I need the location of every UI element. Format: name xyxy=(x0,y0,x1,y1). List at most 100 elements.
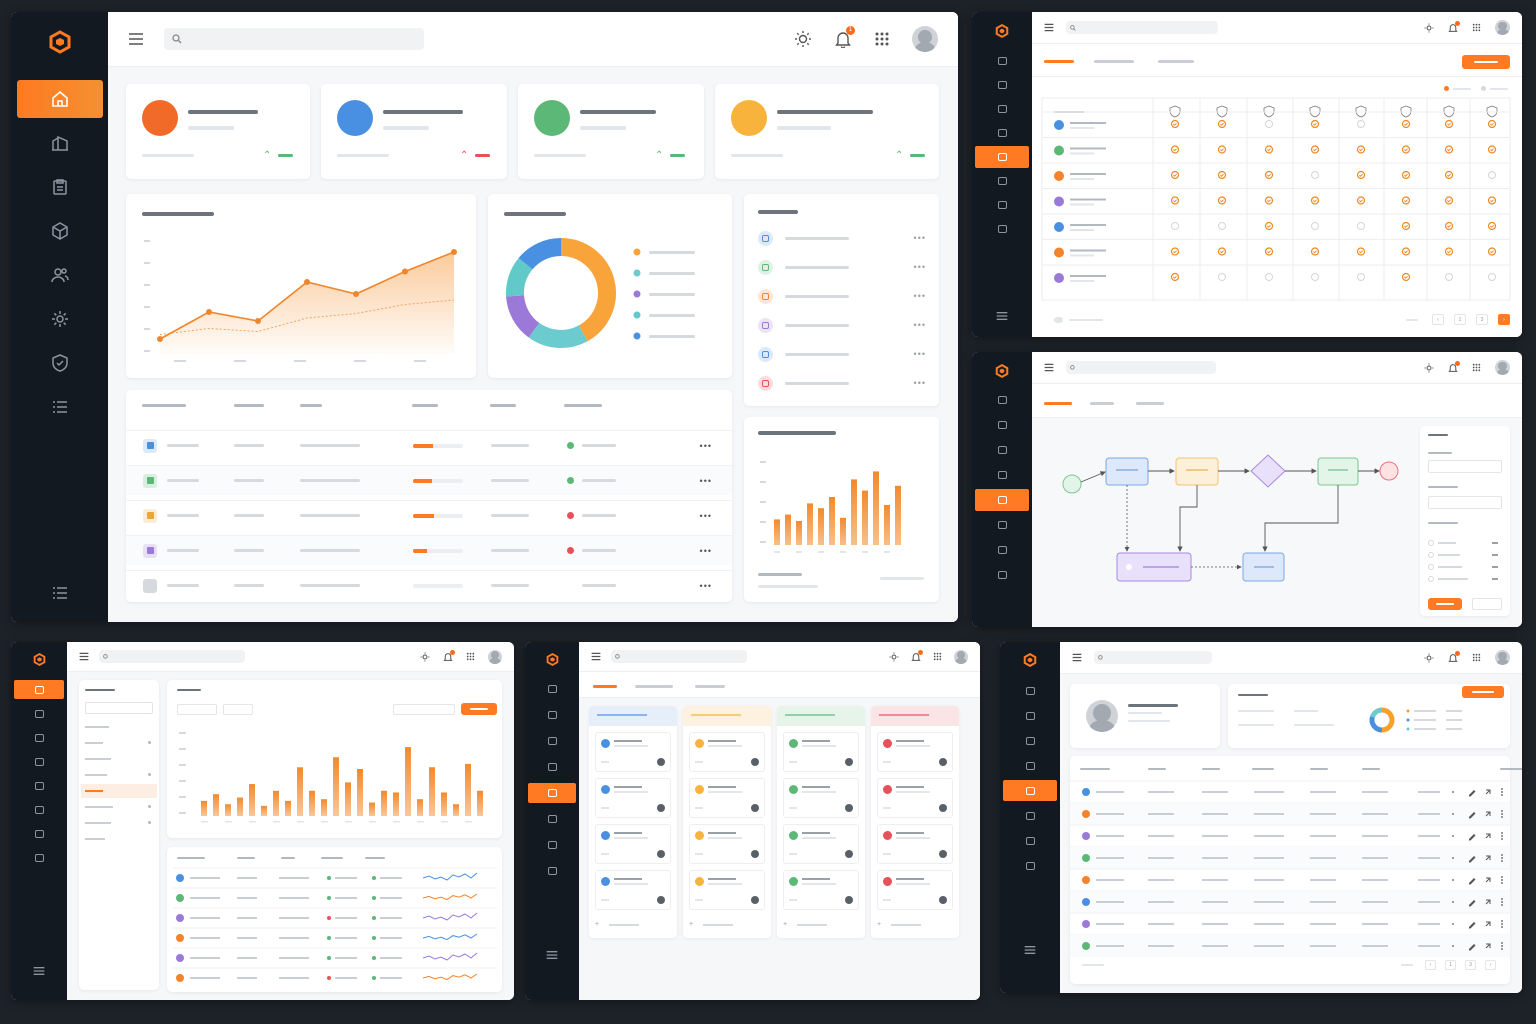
sidebar-item-tasks[interactable] xyxy=(17,168,103,206)
bell-icon[interactable] xyxy=(911,649,923,662)
next-page-button[interactable]: › xyxy=(1498,314,1510,325)
search-input[interactable] xyxy=(99,650,245,663)
table-row[interactable]: ••• xyxy=(126,465,732,495)
sidebar-item-home[interactable] xyxy=(16,80,103,118)
option-radio[interactable] xyxy=(1428,564,1434,570)
sidebar-item-shield[interactable] xyxy=(14,824,64,843)
filter-dropdown-2[interactable] xyxy=(223,704,253,715)
more-options-icon[interactable]: ••• xyxy=(913,378,926,388)
sun-icon[interactable] xyxy=(420,652,430,662)
add-task-button[interactable]: + xyxy=(595,918,671,932)
more-options-icon[interactable]: ••• xyxy=(699,545,712,556)
option-radio[interactable] xyxy=(1428,540,1434,546)
search-input[interactable] xyxy=(1094,651,1212,664)
sidebar-item-products[interactable] xyxy=(17,212,103,250)
tab-1[interactable] xyxy=(1044,60,1074,63)
sidebar-item-building[interactable] xyxy=(528,705,576,725)
cancel-button[interactable] xyxy=(1472,598,1502,610)
task-card[interactable] xyxy=(689,732,765,772)
property-input[interactable] xyxy=(1428,460,1502,473)
search-input[interactable] xyxy=(164,28,424,50)
bell-icon[interactable] xyxy=(1448,20,1460,33)
task-card[interactable] xyxy=(689,778,765,818)
sidebar-item-cube[interactable] xyxy=(14,752,64,771)
user-avatar[interactable] xyxy=(912,26,938,52)
more-options-icon[interactable]: ••• xyxy=(913,291,926,301)
filter-item[interactable] xyxy=(81,800,157,814)
filter-item[interactable] xyxy=(81,784,157,798)
bell-icon[interactable]: 1 xyxy=(834,26,855,48)
sidebar-item-users[interactable] xyxy=(528,783,576,803)
sidebar-item-clipboard[interactable] xyxy=(14,728,64,747)
add-user-button[interactable] xyxy=(1462,686,1504,698)
task-card[interactable] xyxy=(783,824,859,864)
sidebar-item-building[interactable] xyxy=(975,74,1029,96)
filter-item[interactable] xyxy=(81,832,157,846)
sidebar-item-settings[interactable] xyxy=(528,809,576,829)
more-options-icon[interactable]: ••• xyxy=(913,262,926,272)
tab-3[interactable] xyxy=(695,685,725,688)
bell-icon[interactable] xyxy=(1448,360,1460,373)
hamburger-menu-icon[interactable] xyxy=(1044,23,1054,32)
sidebar-item-home[interactable] xyxy=(1003,680,1057,701)
task-card[interactable] xyxy=(877,778,953,818)
list-item[interactable]: ••• xyxy=(758,230,926,246)
grid-apps-icon[interactable] xyxy=(933,652,942,661)
sidebar-item-cube[interactable] xyxy=(975,122,1029,144)
tab-3[interactable] xyxy=(1158,60,1194,63)
grid-apps-icon[interactable] xyxy=(1472,23,1481,32)
sidebar-item-clipboard[interactable] xyxy=(975,98,1029,120)
sidebar-item-shield[interactable] xyxy=(1003,830,1057,851)
sidebar-item-list[interactable] xyxy=(975,218,1029,240)
collapse-menu-icon[interactable] xyxy=(1000,945,1060,955)
more-options-icon[interactable]: ••• xyxy=(699,580,712,591)
add-task-button[interactable]: + xyxy=(783,918,859,932)
option-radio[interactable] xyxy=(1428,576,1434,582)
primary-action-button[interactable] xyxy=(1462,55,1510,69)
filter-item[interactable] xyxy=(81,720,157,734)
sidebar-item-users[interactable] xyxy=(975,146,1029,168)
sidebar-item-list[interactable] xyxy=(1003,855,1057,876)
grid-apps-icon[interactable] xyxy=(874,31,890,47)
user-avatar[interactable] xyxy=(954,649,968,664)
sidebar-item-clipboard[interactable] xyxy=(975,439,1029,461)
filter-item[interactable] xyxy=(81,768,157,782)
bell-icon[interactable] xyxy=(1448,650,1460,663)
user-avatar[interactable] xyxy=(1495,650,1510,665)
sun-icon[interactable] xyxy=(889,652,899,662)
hamburger-menu-icon[interactable] xyxy=(1072,653,1082,662)
task-card[interactable] xyxy=(783,732,859,772)
hamburger-menu-icon[interactable] xyxy=(1044,363,1054,372)
list-item[interactable]: ••• xyxy=(758,346,926,362)
filter-select[interactable] xyxy=(85,702,153,714)
sidebar-item-settings[interactable] xyxy=(14,800,64,819)
property-input[interactable] xyxy=(1428,496,1502,509)
list-item[interactable]: ••• xyxy=(758,288,926,304)
task-card[interactable] xyxy=(595,732,671,772)
task-card[interactable] xyxy=(595,870,671,910)
task-card[interactable] xyxy=(877,824,953,864)
sidebar-item-home[interactable] xyxy=(975,389,1029,411)
sidebar-item-clipboard[interactable] xyxy=(528,731,576,751)
sidebar-item-home[interactable] xyxy=(14,680,64,699)
task-card[interactable] xyxy=(595,778,671,818)
sidebar-item-users[interactable] xyxy=(14,776,64,795)
sidebar-item-shield[interactable] xyxy=(528,835,576,855)
hamburger-menu-icon[interactable] xyxy=(591,652,601,661)
filter-dropdown-1[interactable] xyxy=(177,704,217,715)
sidebar-item-shield[interactable] xyxy=(975,539,1029,561)
date-dropdown[interactable] xyxy=(393,704,455,715)
sidebar-item-users[interactable] xyxy=(1003,780,1057,801)
bell-icon[interactable] xyxy=(443,649,455,662)
sidebar-item-clipboard[interactable] xyxy=(1003,730,1057,751)
user-avatar[interactable] xyxy=(1495,360,1510,375)
sidebar-item-building[interactable] xyxy=(14,704,64,723)
more-options-icon[interactable]: ••• xyxy=(699,510,712,521)
sidebar-item-cube[interactable] xyxy=(1003,755,1057,776)
grid-apps-icon[interactable] xyxy=(1472,653,1481,662)
search-input[interactable] xyxy=(1066,21,1218,34)
sidebar-item-buildings[interactable] xyxy=(17,124,103,162)
sidebar-item-home[interactable] xyxy=(528,679,576,699)
sidebar-item-list[interactable] xyxy=(17,388,103,426)
tab-1[interactable] xyxy=(593,685,617,688)
